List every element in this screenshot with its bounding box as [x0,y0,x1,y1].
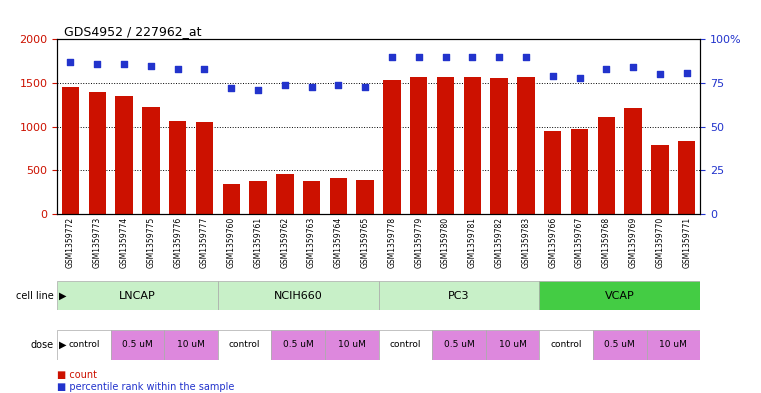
Point [466,53,479,60]
Text: control: control [390,340,421,349]
Bar [437,77,454,214]
Bar [222,184,240,214]
Bar [490,78,508,214]
Bar [57,330,110,360]
Text: 0.5 uM: 0.5 uM [604,340,635,349]
Point [654,71,666,77]
Point [199,66,211,72]
Text: 0.5 uM: 0.5 uM [444,340,474,349]
Point [333,82,345,88]
Bar [463,77,481,214]
Bar [62,87,79,214]
Point [440,53,452,60]
Bar [303,181,320,214]
Bar [272,330,325,360]
Text: 10 uM: 10 uM [498,340,527,349]
Bar [378,330,432,360]
Text: 0.5 uM: 0.5 uM [283,340,314,349]
Text: cell line: cell line [15,291,53,301]
Point [412,53,425,60]
Bar [625,108,642,214]
Bar [540,330,593,360]
Bar [571,129,588,214]
Point [574,75,586,81]
Text: 10 uM: 10 uM [177,340,205,349]
Bar [218,330,272,360]
Point [65,59,77,65]
Bar [678,141,696,214]
Point [600,66,613,72]
Bar [647,330,700,360]
Point [145,62,157,69]
Bar [593,330,647,360]
Text: 0.5 uM: 0.5 uM [122,340,153,349]
Text: ■ count: ■ count [57,370,97,380]
Bar [276,174,294,214]
Point [252,87,264,93]
Point [118,61,130,67]
Bar [164,330,218,360]
Bar [356,180,374,214]
Text: NCIH660: NCIH660 [274,291,323,301]
Point [171,66,183,72]
Point [359,83,371,90]
Point [680,70,693,76]
Text: PC3: PC3 [448,291,470,301]
Text: dose: dose [30,340,53,350]
Bar [486,330,540,360]
Bar [325,330,378,360]
Text: LNCAP: LNCAP [119,291,156,301]
Point [627,64,639,70]
Text: ▶: ▶ [59,340,66,350]
Bar [330,178,347,214]
Bar [651,145,669,214]
Bar [410,77,428,214]
Text: control: control [550,340,582,349]
Point [91,61,103,67]
Bar [169,121,186,214]
Point [520,53,532,60]
Text: control: control [229,340,260,349]
Bar [110,330,164,360]
Text: 10 uM: 10 uM [659,340,687,349]
Text: 10 uM: 10 uM [338,340,366,349]
Text: GDS4952 / 227962_at: GDS4952 / 227962_at [63,25,201,38]
Point [225,85,237,92]
Point [493,53,505,60]
Text: ▶: ▶ [59,291,66,301]
Bar [378,281,540,310]
Bar [88,92,106,214]
Text: control: control [68,340,100,349]
Point [546,73,559,79]
Bar [384,80,401,214]
Bar [540,281,700,310]
Bar [432,330,486,360]
Bar [196,122,213,214]
Text: ■ percentile rank within the sample: ■ percentile rank within the sample [57,382,234,392]
Text: VCAP: VCAP [605,291,635,301]
Bar [116,96,132,214]
Point [386,53,398,60]
Bar [57,281,218,310]
Point [305,83,317,90]
Bar [544,131,562,214]
Bar [250,181,267,214]
Bar [517,77,535,214]
Bar [597,117,615,214]
Bar [218,281,378,310]
Point [279,82,291,88]
Bar [142,107,160,214]
